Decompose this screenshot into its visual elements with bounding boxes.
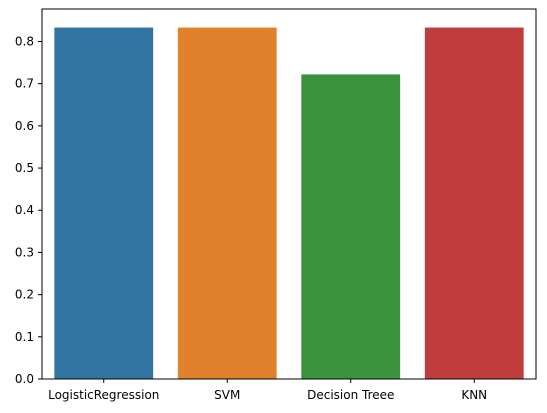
y-tick-label: 0.3 [15,245,34,259]
y-tick-label: 0.0 [15,372,34,386]
x-tick-label: Decision Treee [307,388,394,402]
y-tick-label: 0.5 [15,161,34,175]
y-tick-label: 0.4 [15,203,34,217]
x-axis: LogisticRegression SVM Decision Treee KNN [48,379,487,402]
y-tick-label: 0.7 [15,77,34,91]
y-tick-label: 0.6 [15,119,34,133]
y-tick-label: 0.2 [15,288,34,302]
x-tick-label: SVM [214,388,240,402]
bar-svm [177,27,277,379]
plot-frame [41,8,537,380]
bar-logisticregression [54,27,154,379]
bar-decision-treee [301,74,401,380]
x-tick-label: KNN [461,388,487,402]
y-tick-label: 0.8 [15,34,34,48]
y-tick-label: 0.1 [15,330,34,344]
x-tick-label: LogisticRegression [48,388,159,402]
bars-group [54,27,524,380]
bar-knn [424,27,524,379]
y-axis: 0.0 0.1 0.2 0.3 0.4 0.5 0.6 0.7 0.8 [15,34,42,386]
